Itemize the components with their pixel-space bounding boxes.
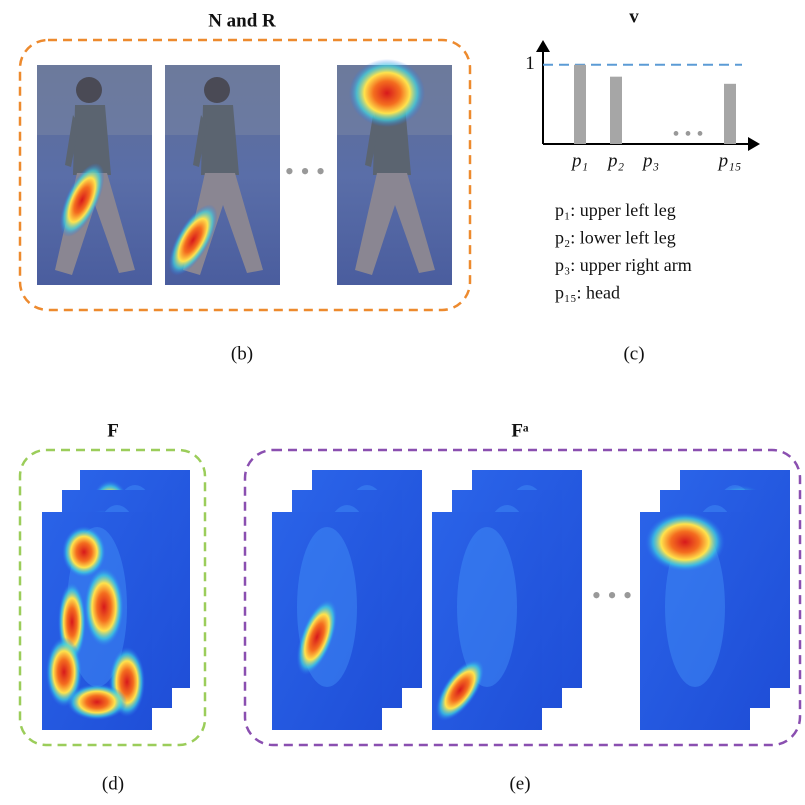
legend-entry: p₃: upper right arm [555, 255, 692, 275]
feature-stack [426, 470, 582, 730]
panel-title: N and R [208, 10, 276, 31]
image [37, 65, 152, 285]
page: {"panels": { "b": {"title": "N and R", "… [0, 0, 805, 805]
ellipsis: • • • [672, 124, 703, 146]
bar-chart: • • • 1 p₁ p₂ p₃ p₁₅ [525, 40, 760, 171]
feature-stack [640, 470, 790, 730]
caption: (e) [509, 773, 530, 794]
feature-stack [272, 470, 422, 730]
bar [610, 77, 622, 144]
ellipsis: • • • [285, 157, 325, 186]
feature-map [42, 512, 152, 730]
x-tick-label: p₃ [641, 150, 659, 171]
x-tick-label: p₂ [606, 150, 625, 171]
bar [574, 65, 586, 144]
y-tick-label: 1 [525, 53, 535, 74]
image [159, 65, 280, 285]
x-tick-label: p₁ [570, 150, 588, 171]
arrow [536, 40, 550, 52]
panel-title: Fᵃ [511, 420, 529, 441]
panel-title: v [629, 6, 639, 27]
panel-title: F [107, 420, 119, 441]
caption: (c) [623, 343, 644, 364]
legend-entry: p₂: lower left leg [555, 228, 676, 248]
legend-entry: p₁₅: head [555, 283, 620, 303]
bar [724, 84, 736, 144]
ellipsis: • • • [592, 581, 632, 610]
caption: (d) [102, 773, 124, 794]
legend-entry: p₁: upper left leg [555, 200, 676, 220]
arrow [748, 137, 760, 151]
image [337, 59, 452, 285]
figure: N and R • • • (b) v • • • 1 p₁ p₂ p₃ p₁₅ (c)… [0, 0, 805, 805]
x-tick-label: p₁₅ [717, 150, 742, 171]
caption: (b) [231, 343, 253, 364]
